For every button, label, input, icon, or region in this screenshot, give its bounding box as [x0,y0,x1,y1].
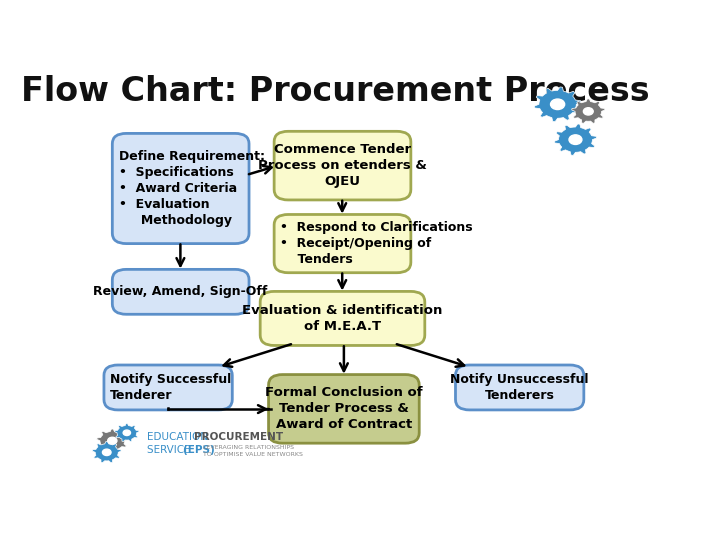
FancyBboxPatch shape [112,133,249,244]
Polygon shape [534,87,581,122]
Polygon shape [96,429,128,452]
Text: PROCUREMENT: PROCUREMENT [194,431,283,442]
Circle shape [102,449,111,456]
Polygon shape [572,99,605,123]
Text: Formal Conclusion of
Tender Process &
Award of Contract: Formal Conclusion of Tender Process & Aw… [265,387,423,431]
Circle shape [108,437,117,444]
Text: Review, Amend, Sign-Off: Review, Amend, Sign-Off [93,285,268,298]
FancyBboxPatch shape [274,214,411,273]
Circle shape [583,107,593,115]
Text: Commence Tender
Process on etenders &
OJEU: Commence Tender Process on etenders & OJ… [258,143,427,188]
Text: Evaluation & identification
of M.E.A.T: Evaluation & identification of M.E.A.T [242,304,442,333]
Text: Notify Successful
Tenderer: Notify Successful Tenderer [110,373,231,402]
FancyBboxPatch shape [260,292,425,346]
FancyBboxPatch shape [112,269,249,314]
FancyBboxPatch shape [456,365,584,410]
FancyBboxPatch shape [274,131,411,200]
Text: SERVICE: SERVICE [148,446,194,455]
Text: Notify Unsuccessful
Tenderers: Notify Unsuccessful Tenderers [451,373,589,402]
Circle shape [551,99,564,110]
Text: Define Requirement:
•  Specifications
•  Award Criteria
•  Evaluation
     Metho: Define Requirement: • Specifications • A… [119,150,265,227]
FancyBboxPatch shape [269,375,419,443]
Polygon shape [114,424,139,442]
Text: EDUCATION: EDUCATION [148,431,212,442]
Text: •  Respond to Clarifications
•  Receipt/Opening of
    Tenders: • Respond to Clarifications • Receipt/Op… [280,221,472,266]
Text: Flow Chart: Procurement Process: Flow Chart: Procurement Process [21,75,650,108]
Text: (EPS): (EPS) [183,446,218,455]
Circle shape [123,430,130,436]
Circle shape [569,135,582,144]
Polygon shape [92,442,121,463]
Polygon shape [554,124,597,156]
FancyBboxPatch shape [104,365,233,410]
Text: LEVERAGING RELATIONSHIPS
TO OPTIMISE VALUE NETWORKS: LEVERAGING RELATIONSHIPS TO OPTIMISE VAL… [203,446,303,457]
